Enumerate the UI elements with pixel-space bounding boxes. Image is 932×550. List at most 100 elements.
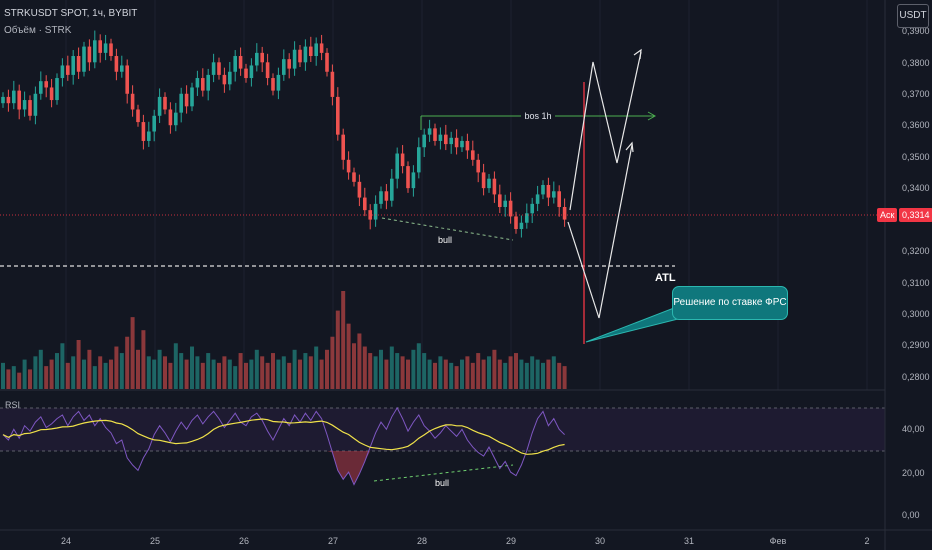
volume-bar	[233, 366, 238, 389]
time-axis[interactable]: 24 25 26 27 28 29 30 31 Фев 2	[61, 536, 870, 546]
candle-body	[449, 137, 453, 145]
time-label: Фев	[770, 536, 787, 546]
volume-bar	[362, 346, 367, 389]
volume-bar	[346, 323, 351, 389]
volume-bar	[546, 359, 551, 389]
volume-bar	[303, 353, 308, 389]
price-tick: 0,3400	[902, 183, 930, 193]
candle-body	[368, 210, 372, 220]
volume-bar	[389, 346, 394, 389]
candle-body	[330, 71, 335, 97]
candle-body	[147, 131, 151, 141]
volume-bar	[487, 356, 491, 389]
candle-body	[6, 96, 11, 104]
time-label: 31	[684, 536, 694, 546]
currency-button[interactable]: USDT	[897, 4, 929, 28]
volume-bar	[298, 359, 302, 389]
bull-label-price: bull	[438, 235, 452, 245]
volume-bar	[200, 362, 205, 389]
volume-bar	[103, 362, 108, 389]
volume-bar	[535, 359, 540, 389]
rsi-line	[2, 406, 565, 486]
volume-bar	[28, 369, 32, 389]
candle-body	[427, 128, 432, 135]
candle-body	[498, 194, 502, 207]
candle-body	[130, 93, 135, 110]
candle-body	[17, 90, 21, 110]
projection-path[interactable]	[567, 48, 642, 319]
volume-bar	[449, 362, 454, 389]
volume-bar	[524, 362, 529, 389]
candle-body	[244, 68, 248, 79]
volume-bar	[130, 317, 135, 389]
volume-bar	[281, 356, 286, 389]
volume-bar	[65, 362, 70, 389]
candle-body	[265, 62, 270, 79]
ask-tag: Аск	[877, 208, 898, 222]
candle-body	[341, 134, 345, 160]
candle-body	[152, 115, 156, 132]
candle-body	[535, 194, 540, 204]
candle-body	[201, 78, 205, 91]
candle-body	[55, 78, 59, 101]
candle-body	[303, 46, 308, 63]
candle-body	[352, 172, 356, 182]
volume-legend[interactable]: Объём · STRK	[4, 25, 72, 36]
candle-body	[519, 222, 524, 230]
candle-body	[400, 153, 405, 167]
rsi-tick: 20,00	[902, 468, 925, 478]
volume-bar	[508, 356, 513, 389]
candle-body	[233, 56, 237, 72]
volume-bar	[287, 362, 292, 389]
volume-bar	[341, 291, 346, 389]
volume-bar	[562, 366, 567, 389]
bull-label-rsi: bull	[435, 478, 449, 488]
rsi-legend[interactable]: RSI	[5, 400, 21, 410]
candle-body	[76, 56, 81, 72]
candle-body	[249, 65, 254, 79]
candle-body	[552, 191, 556, 198]
volume-bar	[260, 356, 265, 389]
candle-body	[136, 109, 140, 123]
candle-body	[363, 197, 367, 211]
fomc-callout[interactable]: Решение по ставке ФРС	[672, 286, 788, 320]
rsi-oversold-fill	[327, 451, 381, 485]
price-tick: 0,3900	[902, 26, 930, 36]
candle-body	[49, 87, 54, 101]
candle-body	[384, 191, 389, 201]
candle-body	[114, 56, 119, 72]
volume-bar	[276, 359, 281, 389]
volume-bar	[395, 353, 400, 389]
volume-bar	[254, 349, 259, 389]
volume-bar	[11, 366, 16, 389]
volume-bar	[352, 343, 356, 389]
candle-body	[514, 216, 518, 230]
volume-bar	[422, 353, 427, 389]
candle-body	[168, 109, 173, 126]
time-label: 2	[864, 536, 869, 546]
price-axis[interactable]: 0,3900 0,3800 0,3700 0,3600 0,3500 0,340…	[902, 26, 930, 382]
volume-bar	[476, 353, 481, 389]
candle-body	[325, 52, 329, 72]
candle-body	[287, 59, 291, 69]
candle-body	[206, 74, 210, 91]
volume-bar	[98, 356, 103, 389]
volume-bar	[82, 359, 86, 389]
candle-body	[228, 71, 232, 85]
bos-label: bos 1h	[524, 111, 551, 121]
rsi-tick: 0,00	[902, 510, 920, 520]
candle-body	[460, 140, 464, 148]
volume-bar	[249, 359, 254, 389]
bull-divergence-rsi	[373, 464, 514, 482]
volume-bar	[152, 359, 157, 389]
candle-body	[508, 200, 513, 217]
rsi-axis[interactable]: 40,00 20,00 0,00	[902, 424, 925, 520]
volume-bar	[244, 362, 248, 389]
volume-bar	[314, 346, 319, 389]
candle-body	[492, 178, 497, 195]
volume-bar	[22, 359, 27, 389]
candle-body	[292, 49, 297, 69]
volume-bar	[470, 362, 475, 389]
symbol-title[interactable]: STRKUSDT SPOT, 1ч, BYBIT	[4, 8, 138, 19]
